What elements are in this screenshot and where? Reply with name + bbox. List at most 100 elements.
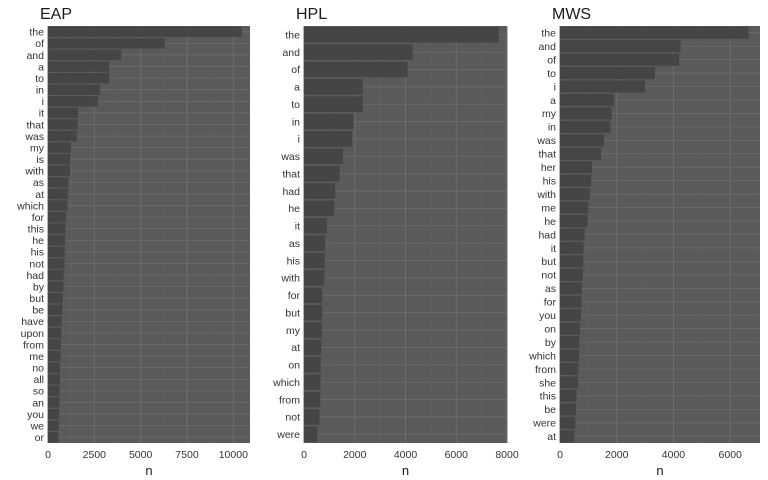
y-tick-label: from [23,339,44,351]
bar-his [48,246,65,258]
y-tick-label: this [540,391,556,403]
y-tick-label: to [35,73,44,85]
bar-so [48,385,60,397]
bar-the [304,26,499,43]
bar-as [48,177,69,188]
bar-that [304,165,340,182]
y-tick-label: her [541,162,557,174]
y-tick-label: be [32,305,44,317]
y-tick-label: were [276,429,300,441]
y-tick-label: it [551,243,556,255]
bar-which [48,200,68,211]
x-tick-label: 2000 [343,449,367,461]
bar-no [48,362,61,373]
bar-as [560,282,582,295]
y-tick-label: that [538,149,556,161]
y-tick-label: no [32,363,44,375]
bar-had [560,228,585,241]
y-tick-label: i [42,96,44,108]
y-tick-label: it [295,221,300,233]
bar-was [560,134,604,147]
bar-is [48,153,71,165]
panel-background [48,26,250,443]
y-tick-label: of [547,54,556,66]
x-tick-label: 8000 [495,449,519,461]
bar-by [560,336,580,349]
bar-with [560,188,590,201]
bar-he [304,200,335,217]
x-axis-label: n [402,463,409,478]
y-tick-label: was [280,151,300,163]
y-tick-label: with [536,189,556,201]
bar-which [304,374,321,391]
y-tick-label: a [550,95,556,107]
bar-this [48,223,66,234]
y-tick-label: a [294,82,300,94]
y-tick-label: for [544,297,557,309]
y-tick-label: was [536,135,556,147]
panel-title: HPL [296,6,327,23]
y-tick-label: the [285,29,300,41]
y-tick-label: this [28,224,44,236]
x-tick-label: 4000 [662,449,686,461]
bar-but [304,304,323,321]
y-tick-label: his [543,175,556,187]
bar-you [48,408,60,420]
bar-you [560,309,581,322]
bar-my [560,107,612,120]
y-tick-label: and [26,50,44,62]
y-tick-label: by [545,337,557,349]
panel-title: EAP [40,6,72,23]
y-tick-label: it [39,108,44,120]
bar-this [560,389,577,402]
bar-of [304,61,408,78]
bar-my [304,322,322,338]
y-tick-label: but [541,256,556,268]
bar-it [560,241,584,255]
bar-had [48,269,64,281]
y-tick-label: we [30,420,45,432]
bar-he [560,214,588,228]
bar-his [304,252,325,269]
bar-by [48,281,64,292]
bar-upon [48,327,62,339]
y-tick-label: was [24,131,44,143]
y-tick-label: me [29,351,44,363]
bar-all [48,374,60,385]
y-tick-label: so [33,386,44,398]
y-tick-label: have [21,316,44,328]
bar-we [48,420,59,431]
bar-on [304,356,321,373]
bar-it [304,217,327,234]
y-tick-label: she [539,377,556,389]
y-tick-label: from [535,364,556,376]
bar-i [560,80,646,93]
bar-and [560,40,681,53]
bar-not [48,258,65,269]
y-tick-label: but [285,307,300,319]
y-tick-label: an [32,397,44,409]
bar-be [48,304,63,316]
y-tick-label: which [528,350,556,362]
y-tick-label: for [288,290,301,302]
panel-eap: theofandatoiniitthatwasmyiswithasatwhich… [16,6,250,478]
y-tick-label: had [26,270,44,282]
bar-the [48,26,242,38]
x-tick-label: 0 [557,449,563,461]
y-tick-label: at [291,342,300,354]
bar-with [48,165,70,177]
y-tick-label: to [291,99,300,111]
y-tick-label: and [282,47,300,59]
x-tick-label: 2500 [83,449,107,461]
bar-at [560,430,575,443]
bar-he [48,235,66,246]
bar-an [48,397,60,408]
y-tick-label: in [292,116,300,128]
y-tick-label: all [33,374,44,386]
y-tick-label: had [282,186,300,198]
y-tick-label: and [538,41,556,53]
y-tick-label: from [279,394,300,406]
panel-hpl: the and of a to in i was that had he it as his with for… [272,6,519,478]
y-tick-label: with [280,273,300,285]
